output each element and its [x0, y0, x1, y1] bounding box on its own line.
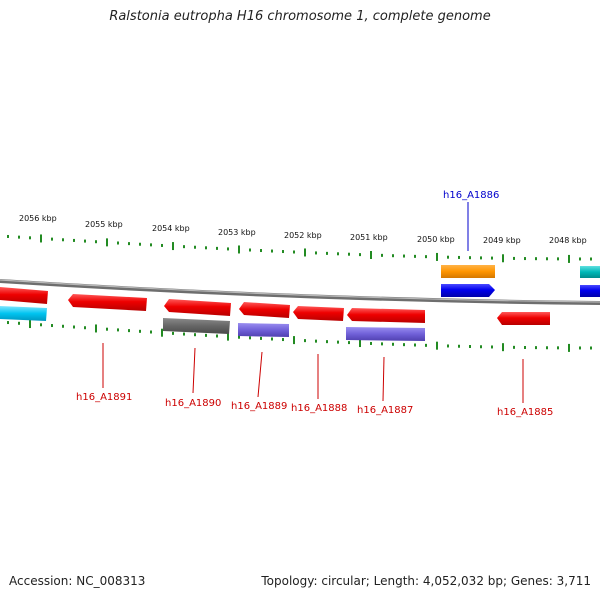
gene-feature[interactable]	[163, 318, 230, 334]
gene-label-reverse[interactable]: h16_A1888	[291, 403, 347, 414]
gene-label-reverse[interactable]: h16_A1891	[76, 392, 132, 403]
accession-text: Accession: NC_008313	[9, 574, 146, 588]
gene-labels: h16_A1886 h16_A1891 h16_A1890 h16_A1889 …	[76, 190, 553, 418]
gene-feature[interactable]	[239, 302, 290, 318]
gene-feature[interactable]	[580, 266, 600, 278]
gene-feature[interactable]	[164, 299, 231, 316]
gene-label-reverse[interactable]: h16_A1885	[497, 407, 553, 418]
scale-label: 2049 kbp	[483, 236, 521, 245]
scale-label: 2051 kbp	[350, 233, 388, 242]
gene-label-leaders	[102, 202, 524, 403]
gene-feature[interactable]	[347, 308, 425, 323]
scale-label: 2054 kbp	[152, 224, 190, 233]
gene-label-reverse[interactable]: h16_A1887	[357, 405, 413, 416]
gene-feature[interactable]	[441, 284, 495, 297]
gene-label-reverse[interactable]: h16_A1890	[165, 398, 221, 409]
reverse-strand-genes	[0, 284, 600, 341]
gene-label-forward[interactable]: h16_A1886	[443, 190, 499, 201]
chromosome-backbone	[0, 279, 600, 305]
genome-summary-text: Topology: circular; Length: 4,052,032 bp…	[261, 574, 591, 588]
gene-feature[interactable]	[497, 312, 550, 325]
gene-feature[interactable]	[293, 306, 344, 321]
gene-feature[interactable]	[68, 294, 147, 311]
scale-labels: 2056 kbp 2055 kbp 2054 kbp 2053 kbp 2052…	[19, 214, 587, 245]
scale-label: 2050 kbp	[417, 235, 455, 244]
scale-label: 2048 kbp	[549, 236, 587, 245]
gene-feature[interactable]	[238, 323, 289, 337]
gene-feature[interactable]	[580, 285, 600, 297]
forward-strand-genes	[441, 265, 600, 278]
map-title: Ralstonia eutropha H16 chromosome 1, com…	[109, 9, 491, 24]
scale-label: 2056 kbp	[19, 214, 57, 223]
scale-ticks-outer	[7, 234, 592, 263]
gene-feature[interactable]	[0, 306, 47, 321]
scale-label: 2052 kbp	[284, 231, 322, 240]
scale-label: 2055 kbp	[85, 220, 123, 229]
gene-feature[interactable]	[346, 327, 425, 341]
gene-label-reverse[interactable]: h16_A1889	[231, 401, 287, 412]
scale-label: 2053 kbp	[218, 228, 256, 237]
gene-feature[interactable]	[0, 287, 48, 304]
gene-feature[interactable]	[441, 265, 495, 278]
